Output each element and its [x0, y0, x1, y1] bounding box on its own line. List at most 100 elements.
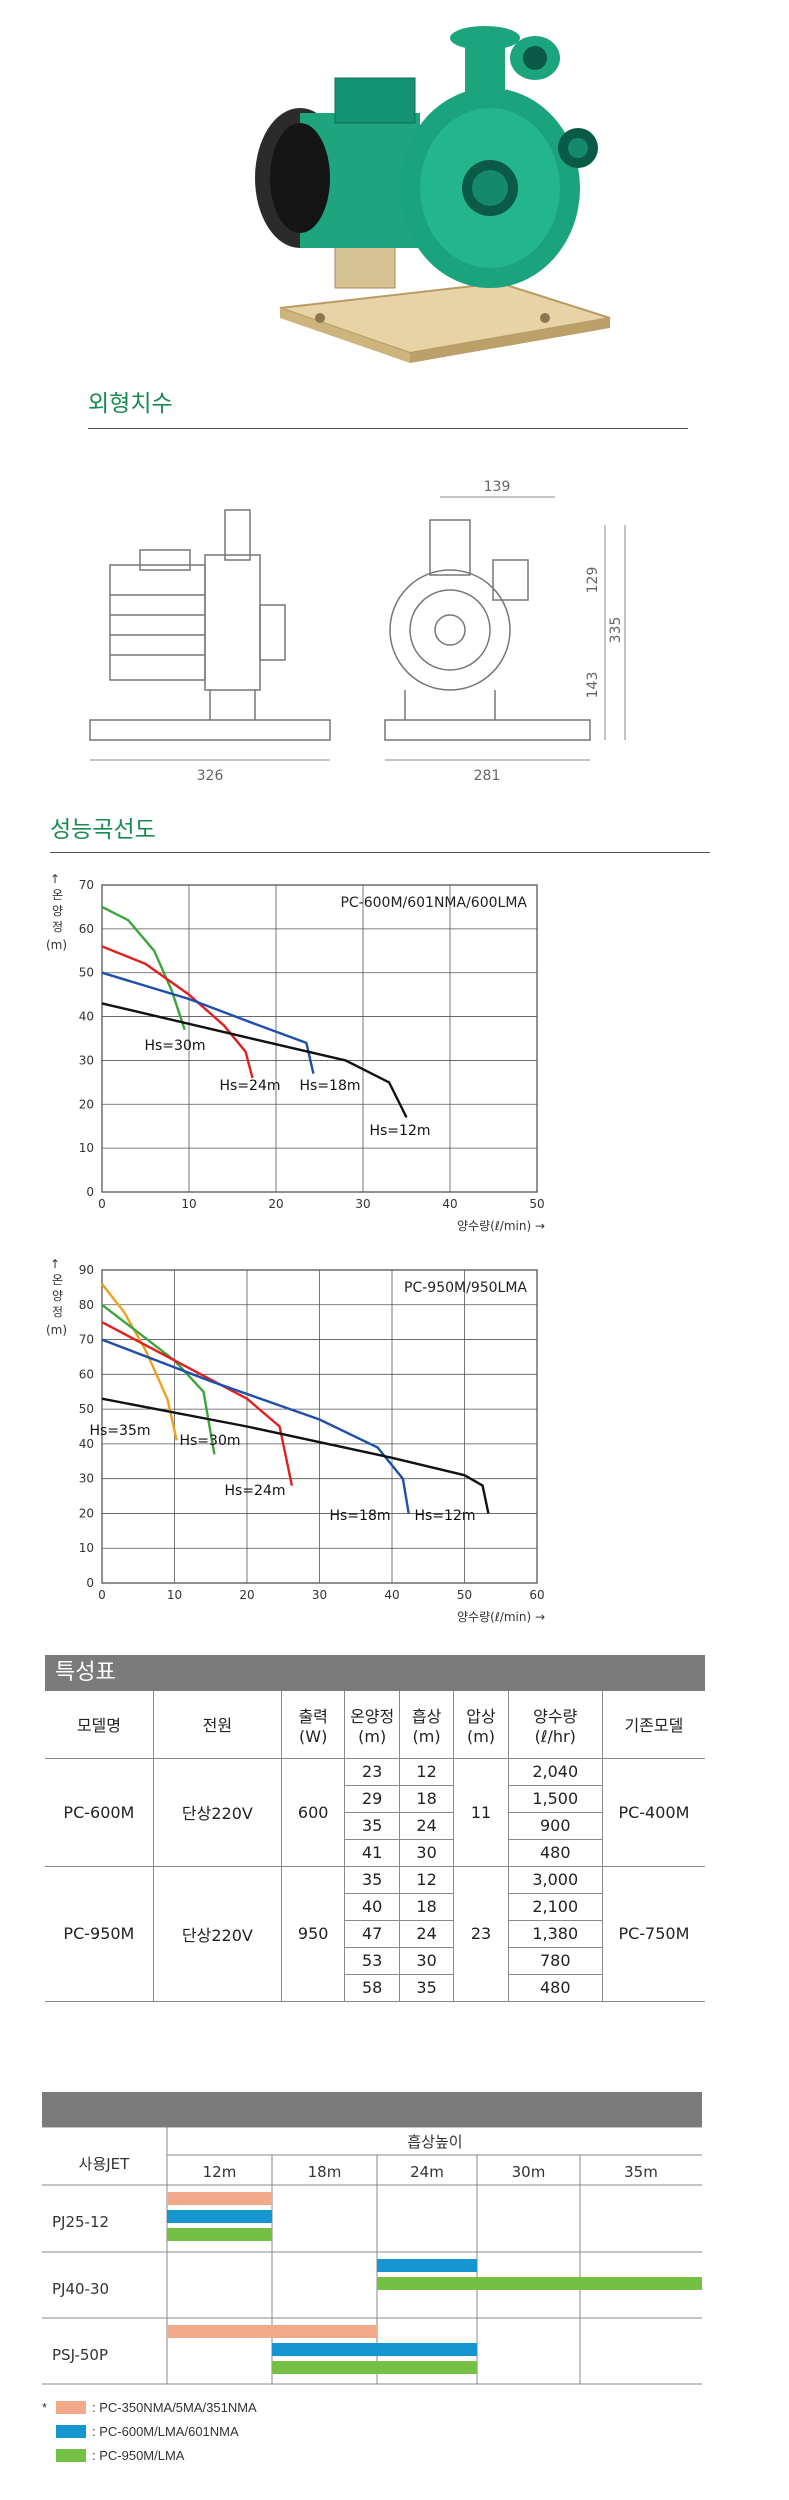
spec-header-cell: 기존모델 [602, 1691, 705, 1759]
y-tick-label: 40 [79, 1010, 94, 1024]
x-tick-label: 50 [457, 1588, 472, 1602]
y-tick-label: 60 [79, 1367, 94, 1381]
spec-table-title: 특성표 [45, 1655, 705, 1691]
flow-rate: 1,380 [508, 1920, 603, 1948]
flow-rate: 1,500 [508, 1785, 603, 1813]
legend-label: : PC-950M/LMA [92, 2447, 185, 2463]
spec-row: 53 30 780 [45, 1947, 705, 1975]
spec-row: PC-950M 단상220V 950 35 12 23 3,000 PC-750M [45, 1866, 705, 2002]
spec-header-cell: 흡상 (m) [399, 1691, 455, 1759]
series-label: Hs=30m [144, 1038, 205, 1054]
spec-row: 35 24 900 [45, 1812, 705, 1840]
series-label: Hs=12m [414, 1508, 475, 1524]
spec-header-cell: 압상 (m) [453, 1691, 509, 1759]
model-name: PC-600M [45, 1758, 154, 1867]
y-tick-label: 10 [79, 1141, 94, 1155]
jet-legend: * : PC-350NMA/5MA/351NMA : PC-600M/LMA/601… [42, 2395, 342, 2467]
previous-model: PC-400M [602, 1758, 705, 1867]
spec-row: 29 18 1,500 [45, 1785, 705, 1813]
x-tick-label: 60 [529, 1588, 544, 1602]
legend-item: : PC-950M/LMA [42, 2443, 342, 2467]
discharge-head: 11 [453, 1758, 509, 1867]
chart-title: PC-950M/950LMA [404, 1280, 527, 1296]
jet-name: PJ25-12 [52, 2213, 109, 2231]
flow-rate: 780 [508, 1947, 603, 1975]
total-head: 41 [344, 1839, 400, 1867]
suction-head: 24 [399, 1920, 455, 1948]
x-tick-label: 30 [312, 1588, 327, 1602]
legend-swatch [56, 2448, 86, 2462]
jet-column-header: 사용JET [79, 2155, 131, 2173]
total-head: 40 [344, 1893, 400, 1921]
legend-label: : PC-350NMA/5MA/351NMA [92, 2399, 257, 2415]
x-tick-label: 10 [167, 1588, 182, 1602]
model-name: PC-950M [45, 1866, 154, 2002]
coverage-bar [377, 2277, 702, 2290]
x-tick-label: 50 [529, 1197, 544, 1211]
legend-item: : PC-600M/LMA/601NMA [42, 2419, 342, 2443]
series-label: Hs=24m [224, 1483, 285, 1499]
legend-asterisk: * [42, 2399, 48, 2415]
series-label: Hs=24m [219, 1078, 280, 1094]
suction-head: 30 [399, 1947, 455, 1975]
spec-header-cell: 모델명 [45, 1691, 154, 1759]
x-tick-label: 30 [355, 1197, 370, 1211]
y-tick-label: 60 [79, 922, 94, 936]
performance-chart-600m: 0 10 20 30 40 50 0 10 20 30 40 50 60 70 PC-600M/601NMA… [46, 872, 545, 1233]
suction-height-header: 흡상높이 [407, 2133, 462, 2151]
depth-header: 35m [624, 2163, 658, 2181]
y-tick-label: 10 [79, 1541, 94, 1555]
y-tick-label: 40 [79, 1437, 94, 1451]
x-tick-label: 40 [442, 1197, 457, 1211]
spec-header-cell: 양수량 (ℓ/hr) [508, 1691, 603, 1759]
y-tick-label: 70 [79, 1333, 94, 1347]
coverage-bar [167, 2325, 377, 2338]
series-line [101, 971, 315, 1074]
legend-label: : PC-600M/LMA/601NMA [92, 2423, 239, 2439]
spec-header-cell: 온양정 (m) [344, 1691, 400, 1759]
suction-head: 12 [399, 1758, 455, 1786]
spec-row: 58 35 480 [45, 1974, 705, 2002]
dim-width-front: 281 [474, 768, 501, 784]
jet-name: PJ40-30 [52, 2280, 109, 2298]
dimensions-drawing: 326 281 139 129 143 335 [89, 479, 626, 784]
coverage-bar [167, 2210, 272, 2223]
series-line [101, 1002, 408, 1118]
pump-product-image [255, 26, 611, 363]
total-head: 35 [344, 1812, 400, 1840]
series-line [101, 905, 186, 1031]
power-supply: 단상220V [153, 1758, 282, 1867]
dimensions-divider [88, 428, 688, 429]
y-tick-label: 80 [79, 1298, 94, 1312]
y-tick-label: 0 [86, 1185, 94, 1199]
y-axis-label: ↑ 온 양 정 (m) [46, 872, 67, 952]
discharge-head: 23 [453, 1866, 509, 2002]
depth-header: 30m [512, 2163, 546, 2181]
total-head: 35 [344, 1866, 400, 1894]
flow-rate: 480 [508, 1839, 603, 1867]
total-head: 29 [344, 1785, 400, 1813]
y-tick-label: 20 [79, 1506, 94, 1520]
dim-height-lower: 143 [585, 672, 601, 699]
x-axis-label: 양수량(ℓ/min) → [457, 1219, 545, 1233]
suction-head: 24 [399, 1812, 455, 1840]
spec-row: PC-600M 단상220V 600 23 12 11 2,040 PC-400M [45, 1758, 705, 1867]
spec-row: 47 24 1,380 [45, 1920, 705, 1948]
flow-rate: 2,040 [508, 1758, 603, 1786]
total-head: 47 [344, 1920, 400, 1948]
series-line [101, 1338, 410, 1514]
legend-swatch [56, 2400, 86, 2414]
series-line [101, 945, 254, 1079]
y-axis-label: ↑ 온 양 정 (m) [46, 1257, 67, 1337]
curve-divider [50, 852, 710, 853]
jet-name: PSJ-50P [52, 2346, 108, 2364]
dimensions-title: 외형치수 [88, 391, 173, 417]
previous-model: PC-750M [602, 1866, 705, 2002]
depth-header: 18m [308, 2163, 342, 2181]
flow-rate: 480 [508, 1974, 603, 2002]
curve-title: 성능곡선도 [50, 817, 156, 843]
legend-swatch [56, 2424, 86, 2438]
series-label: Hs=12m [369, 1123, 430, 1139]
flow-rate: 3,000 [508, 1866, 603, 1894]
coverage-bar [377, 2259, 477, 2272]
